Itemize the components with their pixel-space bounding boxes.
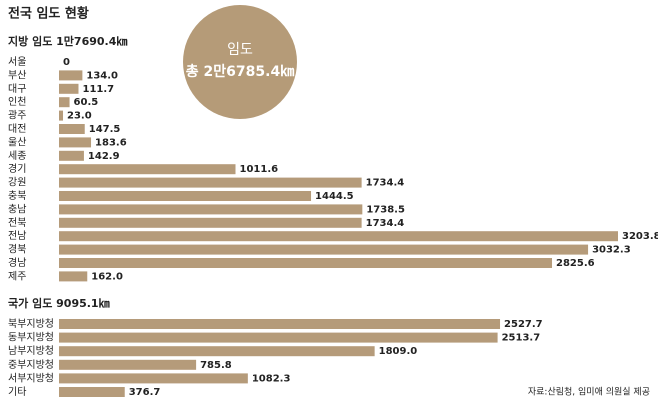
page-title: 전국 임도 현황 [8,6,89,22]
value-label: 3032.3 [592,245,631,256]
bar [59,359,197,370]
category-label: 서부지방청 [8,372,54,384]
category-label: 대전 [8,123,26,135]
bar [59,150,84,161]
category-label: 남부지방청 [8,345,54,357]
category-label: 전북 [8,217,26,229]
category-label: 기타 [8,386,26,398]
category-label: 서울 [8,56,26,68]
bar [59,124,85,134]
bar [59,244,589,255]
bar [59,346,375,357]
source: 자료:산림청, 임미애 의원실 제공 [528,386,650,398]
bar [59,217,362,228]
section-title: 지방 임도 1만7690.4㎞ [8,34,127,48]
bar [59,137,92,148]
category-label: 충남 [8,203,26,215]
value-label: 134.0 [86,70,118,81]
bar [59,387,125,397]
bar [59,177,362,188]
category-label: 대구 [8,83,26,95]
value-label: 1082.3 [252,373,291,384]
bar [59,231,618,242]
bar [59,83,79,94]
category-label: 충북 [8,190,26,202]
circle-label: 임도 [227,42,253,58]
bar [59,110,64,121]
value-label: 0 [63,57,70,68]
value-label: 376.7 [129,387,161,398]
section-title: 국가 임도 9095.1㎞ [8,296,110,310]
category-label: 인천 [8,96,26,108]
value-label: 1734.4 [366,218,405,229]
value-label: 162.0 [91,271,123,282]
category-label: 경기 [8,162,26,175]
bar [59,70,83,81]
value-label: 147.5 [89,124,121,135]
category-label: 제주 [8,270,26,282]
value-label: 2825.6 [556,258,595,269]
category-label: 광주 [8,110,26,122]
value-label: 142.9 [88,151,120,162]
value-label: 1734.4 [366,178,405,189]
category-label: 경북 [8,243,26,256]
category-label: 중부지방청 [8,359,54,371]
bar [59,319,501,329]
value-label: 1809.0 [379,346,418,357]
value-label: 60.5 [74,97,99,108]
value-label: 785.8 [200,360,232,371]
bar [59,164,236,175]
category-label: 북부지방청 [8,318,54,330]
category-label: 세종 [8,150,26,162]
value-label: 2513.7 [502,333,541,344]
bar [59,373,248,384]
bar [59,258,553,268]
value-label: 111.7 [82,84,114,95]
category-label: 동부지방청 [8,332,54,344]
bar [59,204,363,215]
value-label: 1738.5 [366,204,405,215]
bar [59,332,498,343]
value-label: 23.0 [67,111,92,122]
category-label: 강원 [8,177,26,189]
value-label: 3203.8 [622,231,658,242]
category-label: 부산 [8,69,26,81]
value-label: 2527.7 [504,319,543,330]
bar [59,191,312,201]
circle-total: 총 2만6785.4㎞ [186,64,294,80]
bar [59,271,88,282]
category-label: 울산 [8,136,26,148]
total-circle [183,5,297,119]
value-label: 1011.6 [240,164,279,175]
value-label: 183.6 [95,137,127,148]
category-label: 전남 [8,230,26,242]
value-label: 1444.5 [315,191,354,202]
bar [59,97,70,108]
category-label: 경남 [8,256,26,269]
